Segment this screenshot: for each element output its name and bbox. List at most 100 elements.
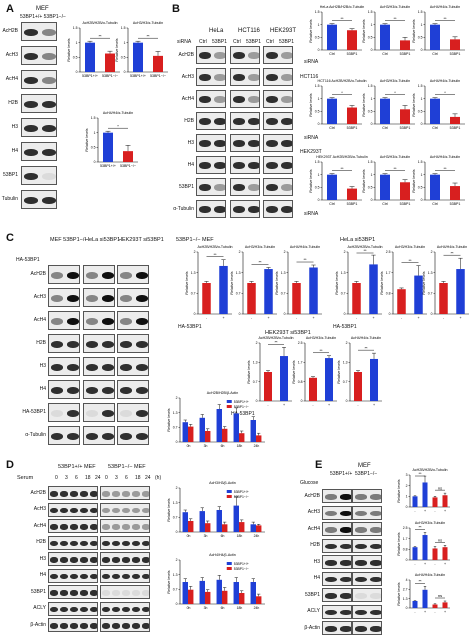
bar [238,522,245,532]
blot-strip [322,505,352,520]
blot-band [369,626,381,632]
blot-row-label: β-Actin [304,624,320,631]
y-tick-label: 1.5 [91,116,96,120]
blot-strip [196,68,226,86]
blot-strip [48,357,80,376]
blot-band [60,606,68,612]
blot-band [85,317,99,325]
blot-strip [322,489,352,503]
x-tick-label: - [312,403,314,407]
x-tick-label: 53BP1−/− [102,74,118,78]
time-point-label: 24 [145,475,151,481]
bar [133,42,143,72]
blot-band [102,540,110,546]
y-tick-label: 1 [318,23,320,27]
blot-band [90,590,97,596]
blot-strip [100,486,150,500]
y-tick-label: 1.5 [418,10,423,14]
blot-strip [48,552,98,566]
bar [187,426,194,442]
bar [247,283,256,314]
blot-row-label: AcH3 [5,52,18,58]
blot-strip [48,519,98,533]
y-tick-label: 1.5 [315,84,320,88]
blot-band [198,206,211,214]
blot-band [85,271,99,279]
ko-header-e: 53BP1−/− [355,471,378,477]
blot-band [339,560,351,566]
blot-row-label: H2B [8,100,18,106]
bp1-label-b3: 53BP1 [279,39,295,45]
blot-band [23,100,39,108]
blot-row-label: ACLY [307,608,320,614]
blot-band [90,573,97,579]
blot-band [23,124,39,132]
significance-mark: ** [364,345,368,350]
blot-band [142,557,149,563]
blot-row-label: AcH4 [5,76,18,82]
sirna-row-label-3: siRNA [304,211,319,217]
legend-swatch [226,490,232,493]
c-ha-row-2: HA-53BP1 [333,324,357,330]
y-tick-label: 1.3 [173,501,178,505]
blot-band [132,590,140,596]
y-tick-label: 0.8 [386,292,391,296]
bar [238,433,245,442]
blot-band [41,28,56,36]
panel-letter-e: E [315,459,323,471]
blot-band [247,140,259,148]
y-tick-label: 1.5 [368,84,373,88]
blot-row-label: AcH3 [307,509,320,515]
blot-band [85,294,99,302]
blot-band [80,491,88,497]
blot-strip [263,200,293,218]
blot-row-label: H3 [313,558,320,565]
chart-B4: HCT116 AcH2B/H2B/α-Tubulin 0 0.5 1 1.5 Relati… [309,79,367,130]
blot-band [369,527,381,533]
y-tick-label: 0.5 [418,110,423,114]
blot-strip [322,588,352,602]
blot-band [280,118,292,126]
significance-mark: ns [438,485,442,490]
y-tick-label: 2 [256,341,258,345]
bar [105,53,115,72]
blot-strip [322,571,352,586]
blot-band [101,294,114,302]
blot-band [90,524,97,530]
y-axis-label: Relative levels [412,19,416,42]
wt-header-e: 53BP1+/+ [330,471,353,477]
y-tick-label: 0 [421,198,423,202]
x-tick-label: + [444,562,446,566]
chart-C4: AcH2B/H2B/α-Tubulin 0 0.7 1.3 2 Relative leve… [335,245,383,320]
blot-band [354,543,367,549]
chart-E1: AcH2B/H2B/α-Tubulin 0 1 2 3 Relative levels - +… [397,468,450,513]
blot-band [122,491,130,497]
blot-band [132,507,140,513]
blot-band [142,507,149,513]
blot-band [23,76,39,84]
blot-band [102,623,110,629]
y-axis-label: Relative levels [167,498,171,521]
blot-band [119,317,133,325]
y-axis-label: Relative levels [412,93,416,116]
blot-band [41,52,56,60]
y-tick-label: 2 [176,558,178,562]
blot-strip [230,112,260,130]
y-tick-label: 1.3 [428,271,433,275]
y-tick-label: 0 [76,70,78,74]
bar [255,435,262,442]
chart-title: HCT116 AcH2B/H2B/α-Tubulin [317,79,366,83]
blot-band [60,507,68,513]
y-tick-label: 0 [431,312,433,316]
blot-band [354,576,367,582]
x-tick-label: 53BP1+/+ [100,164,116,168]
mef-header-e: MEF [358,463,371,469]
blot-band [50,491,58,497]
blot-band [198,52,211,60]
y-tick-label: 0 [176,440,178,444]
blot-band [369,543,381,549]
y-tick-label: 0 [194,312,196,316]
blot-band [85,432,99,440]
y-tick-label: 0 [421,48,423,52]
blot-strip [230,46,260,64]
